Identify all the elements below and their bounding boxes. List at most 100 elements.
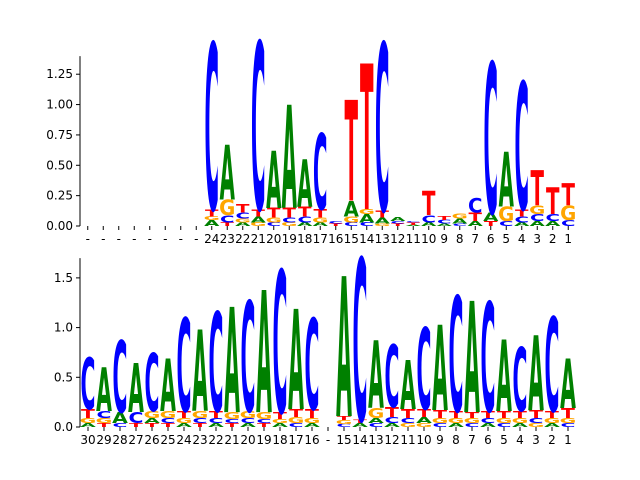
logo-letter-c: C bbox=[437, 219, 451, 225]
logo-letter-a: A bbox=[352, 422, 368, 429]
x-tick-label: 26 bbox=[144, 433, 159, 447]
logo-letter-c: C bbox=[545, 291, 560, 442]
logo-letter-c: C bbox=[282, 216, 296, 224]
logo-letter-a: A bbox=[220, 130, 235, 218]
logo-letter-c: C bbox=[313, 113, 327, 234]
logo-letter-g: G bbox=[192, 409, 209, 420]
x-tick-label: 5 bbox=[502, 232, 510, 246]
logo-letter-a: A bbox=[112, 410, 128, 428]
x-tick-label: 20 bbox=[240, 433, 255, 447]
x-tick-label: 29 bbox=[96, 433, 111, 447]
logo-letter-a: A bbox=[544, 422, 560, 429]
x-tick-label: 1 bbox=[564, 433, 572, 447]
logo-letter-a: A bbox=[530, 220, 546, 228]
logo-letter-a: A bbox=[483, 210, 499, 224]
logo-letter-t: T bbox=[376, 208, 390, 220]
logo-letter-t: T bbox=[257, 422, 272, 429]
logo-letter-c: C bbox=[499, 220, 513, 228]
logo-letter-a: A bbox=[368, 322, 384, 430]
logo-letter-t: T bbox=[497, 409, 511, 420]
logo-letter-g: G bbox=[204, 216, 220, 222]
logo-letter-a: A bbox=[384, 422, 400, 429]
logo-letter-g: G bbox=[144, 409, 161, 420]
logo-letter-c: C bbox=[453, 223, 467, 227]
x-tick-label: - bbox=[326, 433, 330, 447]
logo-letter-c: C bbox=[422, 213, 436, 225]
logo-letter-t: T bbox=[177, 409, 191, 420]
logo-letter-c: C bbox=[497, 422, 512, 429]
logo-letter-c: C bbox=[417, 306, 432, 435]
logo-letter-c: C bbox=[375, 0, 389, 265]
logo-letter-c: C bbox=[530, 212, 544, 224]
logo-letter-t: T bbox=[515, 207, 529, 219]
logo-letter-t: T bbox=[97, 422, 112, 429]
logo-letter-t: T bbox=[193, 422, 208, 429]
logo-letter-t: T bbox=[401, 406, 416, 421]
logo-letter-a: A bbox=[251, 215, 267, 225]
logo-letter-g: G bbox=[496, 417, 513, 425]
logo-letter-t: T bbox=[236, 202, 249, 216]
bottom-logo-panel: 0.00.51.01.530AGTC29TGCA28CAC27TCA26TAGC… bbox=[54, 216, 576, 474]
logo-letter-c: C bbox=[273, 231, 288, 459]
logo-letter-g: G bbox=[343, 215, 359, 225]
logo-letter-c: C bbox=[515, 49, 529, 251]
logo-letter-t: T bbox=[221, 222, 235, 228]
logo-letter-t: T bbox=[546, 180, 559, 222]
x-tick-label: 13 bbox=[375, 232, 390, 246]
logo-letter-g: G bbox=[400, 422, 417, 429]
logo-letter-t: T bbox=[561, 406, 575, 422]
y-tick-label: 0.0 bbox=[54, 420, 73, 434]
logo-letter-a: A bbox=[421, 222, 437, 228]
logo-letter-c: C bbox=[209, 417, 224, 425]
logo-letter-c: C bbox=[267, 222, 281, 228]
logo-letter-a: A bbox=[240, 422, 256, 429]
x-tick-label: 11 bbox=[406, 232, 421, 246]
logo-letter-t: T bbox=[545, 409, 559, 420]
logo-letter-c: C bbox=[391, 221, 405, 225]
logo-letter-t: T bbox=[433, 408, 448, 421]
x-tick-label: 14 bbox=[359, 232, 374, 246]
logo-letter-c: C bbox=[329, 221, 343, 225]
logo-letter-a: A bbox=[528, 317, 544, 435]
logo-letter-t: T bbox=[529, 408, 544, 421]
x-tick-label: 30 bbox=[80, 433, 95, 447]
x-tick-label: - bbox=[148, 232, 152, 246]
logo-letter-a: A bbox=[304, 422, 320, 429]
y-tick-label: 1.0 bbox=[54, 321, 73, 335]
x-tick-label: 6 bbox=[484, 433, 492, 447]
x-tick-label: 4 bbox=[518, 232, 526, 246]
y-tick-label: 0.00 bbox=[46, 219, 73, 233]
logo-letter-g: G bbox=[96, 417, 113, 425]
x-tick-label: 16 bbox=[328, 232, 343, 246]
logo-letter-c: C bbox=[468, 195, 482, 218]
logo-letter-a: A bbox=[297, 222, 313, 228]
logo-letter-t: T bbox=[438, 216, 452, 222]
y-tick-label: 0.50 bbox=[46, 158, 73, 172]
y-tick-label: 0.5 bbox=[54, 370, 73, 384]
logo-letter-a: A bbox=[448, 422, 464, 429]
logo-letter-c: C bbox=[481, 274, 496, 448]
x-tick-label: 5 bbox=[500, 433, 508, 447]
logo-letter-c: C bbox=[465, 422, 480, 429]
logo-letter-c: C bbox=[251, 0, 265, 264]
logo-letter-c: C bbox=[360, 222, 374, 228]
logo-letter-t: T bbox=[360, 25, 373, 257]
x-tick-label: 17 bbox=[313, 232, 328, 246]
x-tick-label: 17 bbox=[288, 433, 303, 447]
logo-letter-c: C bbox=[289, 422, 304, 429]
logo-letter-c: C bbox=[433, 422, 448, 429]
x-tick-label: 12 bbox=[390, 232, 405, 246]
logo-letter-a: A bbox=[452, 218, 468, 226]
logo-letter-g: G bbox=[359, 208, 375, 216]
x-tick-label: - bbox=[179, 232, 183, 246]
x-tick-label: 1 bbox=[564, 232, 572, 246]
logo-letter-c: C bbox=[225, 418, 240, 425]
y-tick-label: 1.00 bbox=[46, 98, 73, 112]
logo-letter-g: G bbox=[528, 422, 545, 429]
logo-letter-a: A bbox=[272, 422, 288, 429]
logo-letter-g: G bbox=[288, 416, 305, 425]
x-tick-label: 7 bbox=[471, 232, 479, 246]
x-tick-label: - bbox=[163, 232, 167, 246]
logo-letter-c: C bbox=[113, 321, 128, 436]
x-tick-label: 11 bbox=[400, 433, 415, 447]
